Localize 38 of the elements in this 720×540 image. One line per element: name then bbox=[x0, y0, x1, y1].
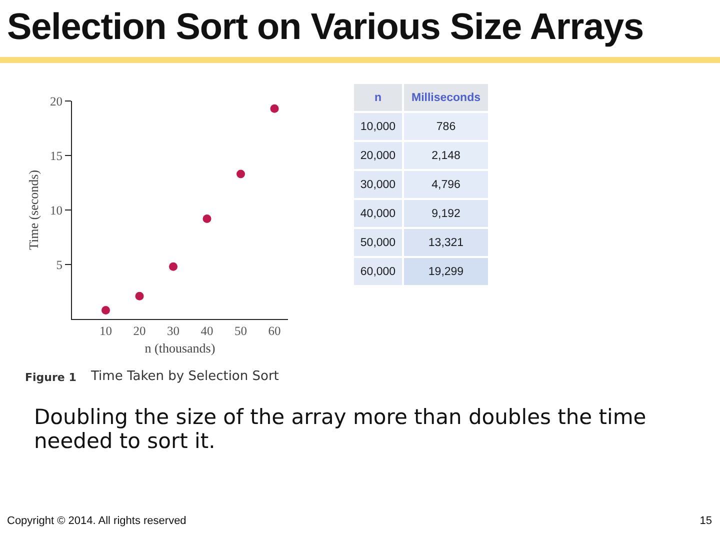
y-tick-label: 15 bbox=[50, 148, 62, 163]
data-label: 9,192 bbox=[404, 200, 488, 227]
caption: Figure 1 bbox=[25, 371, 76, 384]
y-tick-label: 10 bbox=[50, 203, 62, 218]
x-tick-label: 20 bbox=[133, 324, 146, 338]
x-axis-title: n (thousands) bbox=[144, 340, 216, 356]
text: Copyright © 2014. All rights reserved bbox=[7, 515, 186, 527]
data-label: 4,796 bbox=[404, 171, 488, 198]
x-tick-label: 50 bbox=[234, 324, 247, 338]
data-label: 2,148 bbox=[404, 142, 488, 169]
x-tick-label: 30 bbox=[167, 324, 180, 338]
chart-title: Selection Sort on Various Size Arrays bbox=[7, 6, 644, 48]
point bbox=[270, 104, 279, 113]
x-tick-label: 10 bbox=[100, 324, 112, 338]
point bbox=[236, 170, 245, 178]
y-tick-label: 20,000 bbox=[354, 142, 402, 169]
y-tick-label: 10,000 bbox=[354, 113, 402, 140]
y-axis-title: n bbox=[354, 84, 402, 111]
y-tick-label: 5 bbox=[56, 258, 62, 272]
point bbox=[102, 306, 110, 315]
y-tick-label: 20 bbox=[50, 94, 62, 108]
point bbox=[135, 292, 144, 300]
y-axis-title: Time (seconds) bbox=[26, 170, 41, 250]
data-label: 786 bbox=[404, 113, 488, 140]
x-tick-label: 60 bbox=[268, 324, 281, 338]
y-tick-label: 60,000 bbox=[354, 258, 402, 285]
text: Time Taken by Selection Sort bbox=[91, 369, 279, 384]
text: Doubling the size of the array more than doubles the time needed to sort it. bbox=[34, 405, 648, 453]
y-tick-label: 40,000 bbox=[354, 200, 402, 227]
y-tick-label: 30,000 bbox=[354, 171, 402, 198]
data-label: 13,321 bbox=[404, 229, 488, 256]
x-tick-label: 40 bbox=[200, 324, 214, 338]
x-tick-label: Milliseconds bbox=[404, 84, 488, 111]
point bbox=[169, 262, 178, 271]
y-tick-label: 50,000 bbox=[354, 229, 402, 256]
text: 15 bbox=[700, 515, 712, 527]
point bbox=[202, 214, 212, 223]
data-label: 19,299 bbox=[404, 258, 488, 285]
